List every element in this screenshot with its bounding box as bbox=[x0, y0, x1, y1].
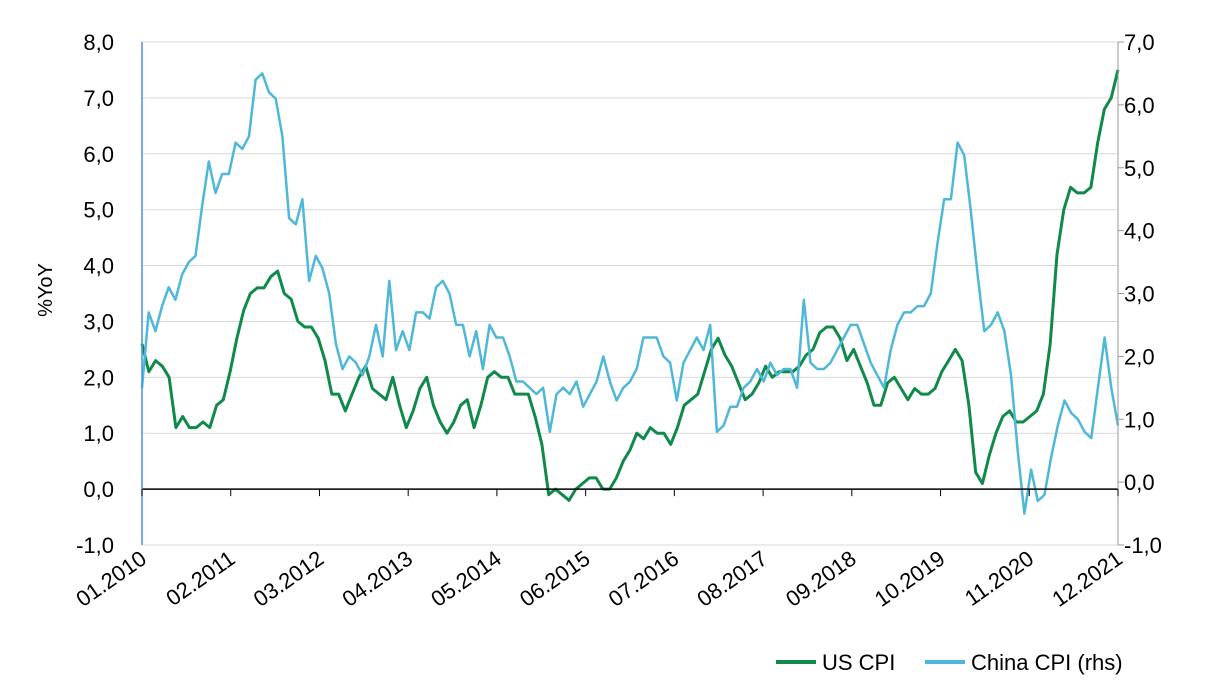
x-tick-label: 02.2011 bbox=[161, 546, 239, 611]
x-tick-label: 04.2013 bbox=[338, 546, 417, 612]
tick-labels: -1,0 0,0 1,0 2,0 3,0 4,0 5,0 6,0 7,0 8,0 -1,0 0,0 1,… bbox=[71, 30, 1162, 612]
y-right-tick-label: 7,0 bbox=[1124, 30, 1155, 55]
x-tick-label: 10.2019 bbox=[870, 546, 949, 612]
series-lines bbox=[140, 69, 1120, 515]
y-left-tick-label: 2,0 bbox=[83, 365, 114, 390]
legend-label: US CPI bbox=[822, 650, 895, 675]
series-line-us-cpi bbox=[140, 69, 1120, 502]
x-tick-label: 12.2021 bbox=[1047, 546, 1126, 612]
y-axis-title: %YoY bbox=[35, 263, 57, 317]
x-tick-label: 11.2020 bbox=[960, 546, 1038, 611]
y-right-tick-label: 5,0 bbox=[1124, 156, 1155, 181]
y-left-tick-label: 6,0 bbox=[83, 142, 114, 167]
y-right-tick-label: 6,0 bbox=[1124, 93, 1155, 118]
y-right-tick-label: 2,0 bbox=[1124, 344, 1155, 369]
y-left-tick-label: 7,0 bbox=[83, 86, 114, 111]
x-tick-label: 07.2016 bbox=[604, 546, 683, 612]
axes bbox=[141, 41, 1124, 546]
legend: US CPI China CPI (rhs) bbox=[776, 650, 1123, 675]
y-left-tick-label: -1,0 bbox=[76, 533, 114, 558]
y-right-tick-label: -1,0 bbox=[1124, 533, 1162, 558]
y-left-tick-label: 3,0 bbox=[83, 309, 114, 334]
y-left-tick-label: 8,0 bbox=[83, 30, 114, 55]
x-tick-label: 06.2015 bbox=[515, 546, 594, 612]
y-right-tick-label: 4,0 bbox=[1124, 219, 1155, 244]
y-left-tick-label: 0,0 bbox=[83, 477, 114, 502]
x-tick-label: 03.2012 bbox=[249, 546, 328, 612]
x-tick-label: 05.2014 bbox=[426, 546, 505, 612]
series-line-china-cpi bbox=[140, 72, 1120, 515]
gridlines bbox=[142, 41, 1118, 546]
x-tick-label: 08.2017 bbox=[692, 546, 771, 612]
y-right-tick-label: 0,0 bbox=[1124, 470, 1155, 495]
x-tick-label: 09.2018 bbox=[781, 546, 860, 612]
y-left-tick-label: 4,0 bbox=[83, 254, 114, 279]
legend-label: China CPI (rhs) bbox=[971, 650, 1123, 675]
y-left-tick-label: 5,0 bbox=[83, 198, 114, 223]
y-right-tick-label: 3,0 bbox=[1124, 282, 1155, 307]
y-left-tick-label: 1,0 bbox=[83, 421, 114, 446]
y-right-tick-label: 1,0 bbox=[1124, 407, 1155, 432]
